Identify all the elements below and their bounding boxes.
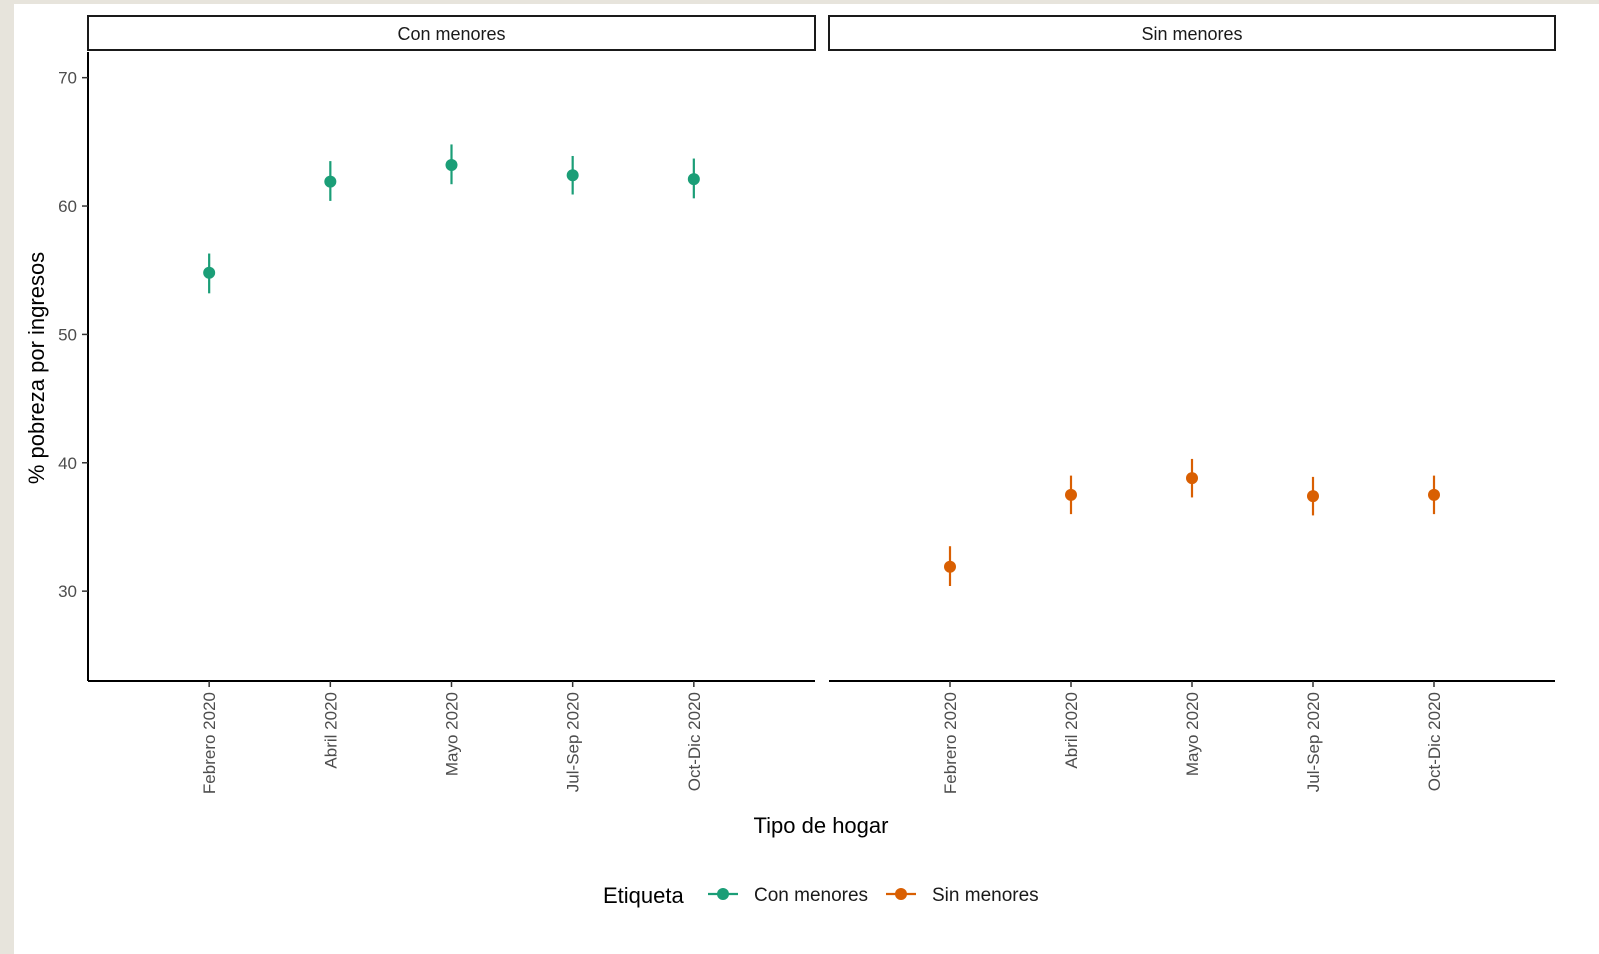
x-axis-title: Tipo de hogar [754, 813, 889, 838]
data-point [1065, 488, 1077, 501]
legend-key-point [717, 888, 729, 900]
data-point [566, 169, 579, 182]
x-tick-label: Febrero 2020 [941, 692, 960, 794]
x-tick-label: Mayo 2020 [443, 692, 462, 776]
data-point [445, 158, 458, 171]
y-tick-label: 40 [58, 454, 77, 473]
y-tick-label: 70 [58, 69, 77, 88]
x-tick-label: Oct-Dic 2020 [1425, 692, 1444, 791]
data-point [324, 175, 337, 188]
legend: Etiqueta Con menores Sin menores [603, 883, 1039, 908]
data-point [687, 173, 700, 186]
y-tick-label: 30 [58, 582, 77, 601]
y-axis: 30 40 50 60 70 [58, 52, 89, 681]
facet-strip-1 [87, 15, 816, 51]
data-point [203, 266, 216, 279]
legend-title: Etiqueta [603, 883, 684, 908]
x-tick-label: Jul-Sep 2020 [1304, 692, 1323, 792]
legend-entry-label: Sin menores [932, 885, 1039, 906]
data-point [1186, 472, 1198, 485]
facet-strip-2 [828, 15, 1556, 51]
facet-strip-label: Sin menores [1141, 24, 1242, 44]
x-tick-label: Febrero 2020 [200, 692, 219, 794]
legend-entry-label: Con menores [754, 885, 868, 906]
facet-strip-label: Con menores [397, 24, 505, 44]
x-tick-label: Mayo 2020 [1183, 692, 1202, 776]
y-axis-title: % pobreza por ingresos [24, 252, 49, 484]
x-tick-label: Abril 2020 [321, 692, 340, 769]
data-point [1428, 488, 1440, 501]
plot-canvas [14, 4, 1599, 954]
data-point [944, 560, 956, 573]
x-tick-label: Jul-Sep 2020 [564, 692, 583, 792]
data-point [1307, 490, 1319, 503]
legend-key-point [895, 888, 907, 900]
x-tick-label: Abril 2020 [1062, 692, 1081, 769]
x-tick-label: Oct-Dic 2020 [685, 692, 704, 791]
facets-layer: Con menores Febrero 2020 Abril 2020 Mayo 20… [87, 15, 1556, 794]
y-tick-label: 50 [58, 325, 77, 344]
marks-layer [203, 144, 1440, 587]
y-tick-label: 60 [58, 197, 77, 216]
